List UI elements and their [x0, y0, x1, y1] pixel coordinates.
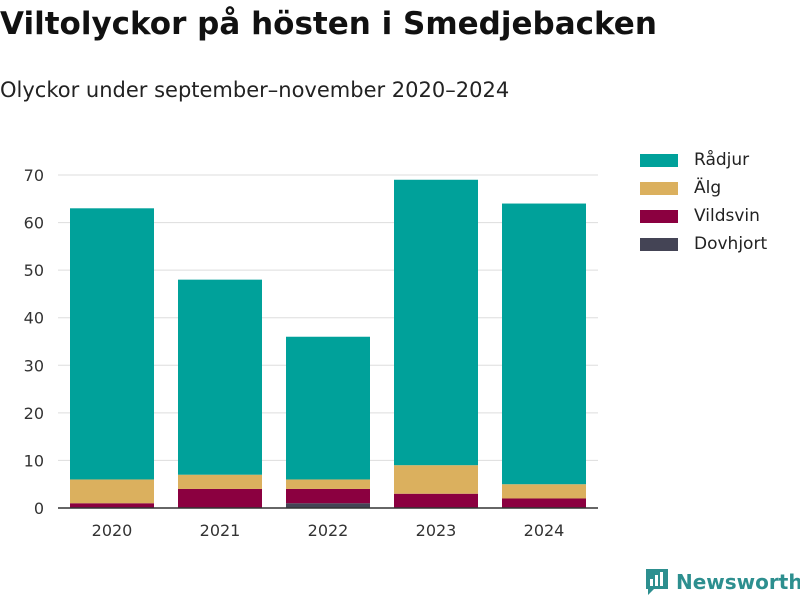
bar-segment-rådjur: [502, 203, 586, 485]
y-tick-label: 70: [24, 166, 44, 185]
legend-swatch: [640, 153, 678, 167]
bar-segment-rådjur: [394, 179, 478, 466]
x-tick-label: 2022: [308, 521, 349, 540]
newsworthy-logo-icon: [646, 569, 668, 595]
chart-title: Viltolyckor på hösten i Smedjebacken: [0, 6, 657, 42]
legend-label: Vildsvin: [694, 206, 760, 226]
bar-segment-älg: [394, 465, 478, 494]
x-tick-label: 2024: [524, 521, 565, 540]
chart-subtitle: Olyckor under september–november 2020–20…: [0, 78, 510, 102]
y-tick-label: 20: [24, 404, 44, 423]
bar-segment-vildsvin: [502, 498, 586, 508]
legend-swatch: [640, 181, 678, 195]
legend-item[interactable]: Rådjur: [640, 146, 767, 174]
bar-segment-vildsvin: [178, 488, 262, 508]
bar-segment-vildsvin: [394, 493, 478, 508]
bar-segment-älg: [502, 484, 586, 499]
brand-name: Newsworthy: [676, 570, 800, 594]
bar-segment-älg: [70, 479, 154, 504]
legend-label: Dovhjort: [694, 234, 768, 254]
legend-swatch: [640, 237, 678, 251]
legend-label: Rådjur: [694, 150, 750, 170]
bar-segment-vildsvin: [286, 488, 370, 504]
bar-segment-älg: [178, 474, 262, 489]
legend-item[interactable]: Älg: [640, 174, 767, 202]
bar-segment-rådjur: [286, 336, 370, 480]
legend-item[interactable]: Vildsvin: [640, 202, 767, 230]
y-tick-label: 10: [24, 451, 44, 470]
legend-label: Älg: [694, 178, 722, 198]
y-tick-label: 50: [24, 261, 44, 280]
legend-swatch: [640, 209, 678, 223]
y-tick-label: 40: [24, 309, 44, 328]
y-tick-label: 60: [24, 214, 44, 233]
y-tick-label: 30: [24, 356, 44, 375]
legend-item[interactable]: Dovhjort: [640, 230, 767, 258]
bar-segment-rådjur: [70, 208, 154, 480]
x-tick-label: 2023: [416, 521, 457, 540]
x-tick-label: 2021: [200, 521, 241, 540]
brand-logo[interactable]: Newsworthy: [644, 567, 800, 597]
bar-segment-rådjur: [178, 279, 262, 475]
x-tick-label: 2020: [92, 521, 133, 540]
y-tick-label: 0: [34, 499, 44, 518]
bar-segment-vildsvin: [70, 503, 154, 508]
bar-segment-dovhjort: [286, 503, 370, 508]
bar-segment-älg: [286, 479, 370, 489]
legend: Rådjur Älg Vildsvin Dovhjort: [640, 146, 767, 258]
